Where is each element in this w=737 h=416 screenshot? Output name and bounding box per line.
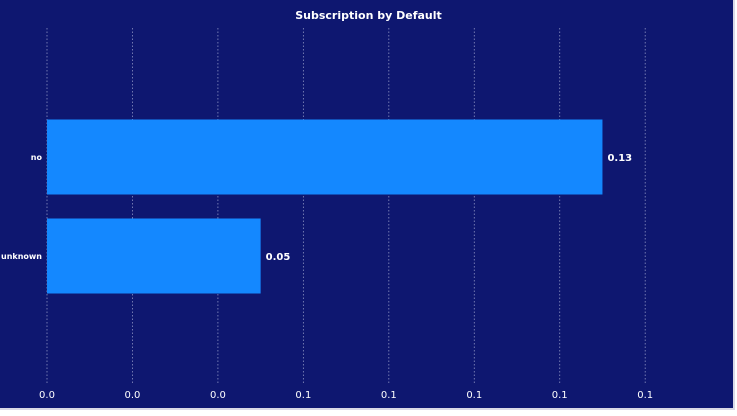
x-tick-label: 0.1 [637,390,653,401]
x-tick-label: 0.1 [466,390,482,401]
y-category-label: no [31,153,43,162]
chart-title: Subscription by Default [295,9,442,22]
x-tick-label: 0.0 [39,390,55,401]
y-category-label: unknown [1,252,42,261]
x-tick-label: 0.1 [295,390,311,401]
x-tick-label: 0.0 [125,390,141,401]
bar-no [47,119,603,195]
gridlines [46,28,646,384]
bar-value-label: 0.05 [266,252,291,263]
labels: 0.0 0.0 0.0 0.1 0.1 0.1 0.1 0.1 0.13 no 0.05 unknow… [1,153,653,401]
bars [47,119,603,294]
x-tick-label: 0.1 [552,390,568,401]
x-tick-label: 0.0 [210,390,226,401]
x-tick-label: 0.1 [381,390,397,401]
bar-unknown [47,218,261,294]
bar-value-label: 0.13 [607,153,632,164]
